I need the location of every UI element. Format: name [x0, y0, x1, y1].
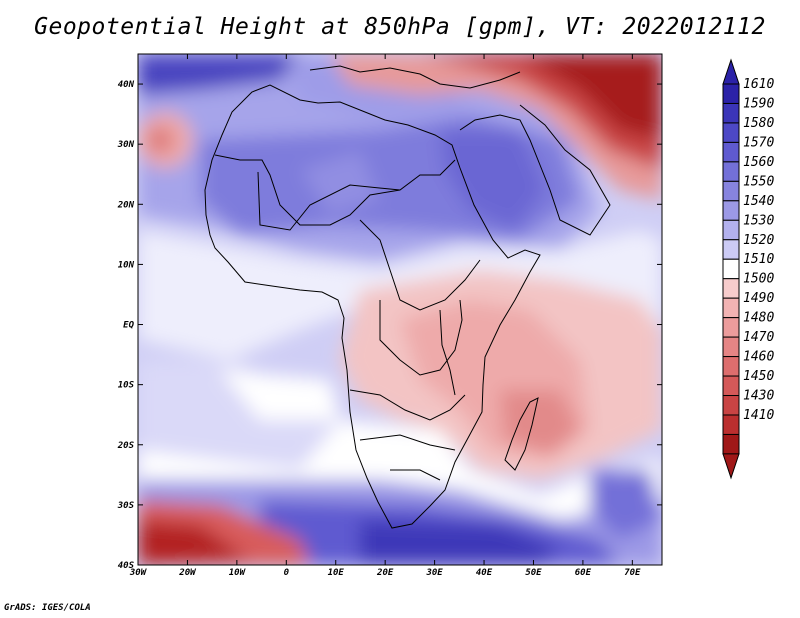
x-tick-label: 10E: [328, 568, 345, 578]
coastlines: [204, 65, 611, 529]
colorbar-swatch: [722, 83, 740, 104]
colorbar-label: 1450: [743, 369, 774, 384]
colorbar-label: 1560: [743, 155, 774, 170]
colorbar-swatch: [722, 336, 740, 358]
x-tick-label: 30W: [129, 568, 148, 578]
y-tick-label: 10N: [118, 260, 135, 270]
y-tick-label: 40S: [118, 561, 135, 571]
colorbar-swatch: [722, 375, 740, 397]
colorbar-label: 1530: [743, 213, 774, 228]
colorbar-swatch: [722, 122, 740, 143]
x-tick-label: 20E: [376, 568, 394, 578]
plot-frame: [137, 53, 663, 566]
colorbar-swatch: [722, 433, 740, 455]
x-axis: 30W 20W 10W 0 10E 20E 30E 40E 50E 60E 70E: [129, 54, 641, 578]
colorbar-label: 1500: [743, 272, 774, 287]
colorbar-label: 1550: [743, 174, 774, 189]
y-tick-label: 20N: [117, 200, 135, 210]
y-tick-label: EQ: [123, 321, 134, 331]
colorbar-swatch: [722, 161, 740, 182]
colorbar-label: 1470: [743, 330, 774, 345]
y-axis: 40N 30N 20N 10N EQ 10S 20S 30S 40S: [117, 80, 662, 571]
colorbar-label: 1540: [743, 194, 774, 209]
x-tick-label: 20W: [178, 568, 197, 578]
x-tick-label: 60E: [575, 568, 592, 578]
colorbar-label: 1410: [743, 408, 774, 423]
colorbar-swatch: [722, 317, 740, 338]
x-tick-label: 10W: [229, 568, 247, 578]
colorbar-swatch: [722, 297, 740, 319]
colorbar-label: 1510: [743, 252, 774, 267]
colorbar-label: 1520: [743, 233, 774, 248]
colorbar-label: 1490: [743, 291, 774, 306]
colorbar-swatch: [722, 278, 740, 299]
y-tick-label: 30N: [117, 140, 135, 150]
colorbar-swatch: [722, 141, 740, 163]
colorbar-swatch: [722, 395, 740, 416]
x-tick-label: 0: [284, 568, 290, 578]
colorbar-swatch: [722, 200, 740, 221]
y-tick-label: 40N: [118, 80, 135, 90]
colorbar-label: 1570: [743, 135, 774, 150]
colorbar-label: 1580: [743, 116, 774, 131]
colorbar-label: 1460: [743, 350, 774, 365]
colorbar-label: 1590: [743, 97, 774, 112]
colorbar-arrow-bottom: [722, 453, 740, 480]
colorbar-swatch: [722, 258, 740, 280]
colorbar-swatch: [722, 239, 740, 260]
map-title: Geopotential Height at 850hPa [gpm], VT:…: [34, 14, 766, 40]
colorbar-arrow-top: [722, 58, 740, 85]
x-tick-label: 30E: [425, 568, 443, 578]
colorbar-label: 1610: [743, 77, 774, 92]
y-tick-label: 30S: [117, 501, 135, 511]
x-tick-label: 50E: [525, 568, 542, 578]
y-tick-label: 10S: [118, 381, 135, 391]
x-tick-label: 40E: [476, 568, 493, 578]
colorbar-swatch: [722, 219, 740, 241]
colorbar-label: 1480: [743, 311, 774, 326]
height-field: [138, 54, 662, 565]
grads-credit: GrADS: IGES/COLA: [4, 603, 91, 613]
colorbar-swatch: [722, 356, 740, 377]
colorbar-swatch: [722, 180, 740, 202]
colorbar: 1610 1590 1580 1570 1560 1550 1540 1530 1520 1510…: [722, 58, 774, 480]
y-tick-label: 20S: [117, 441, 135, 451]
colorbar-swatch: [722, 102, 740, 124]
colorbar-label: 1430: [743, 389, 774, 404]
colorbar-swatch: [722, 414, 740, 435]
x-tick-label: 70E: [624, 568, 641, 578]
